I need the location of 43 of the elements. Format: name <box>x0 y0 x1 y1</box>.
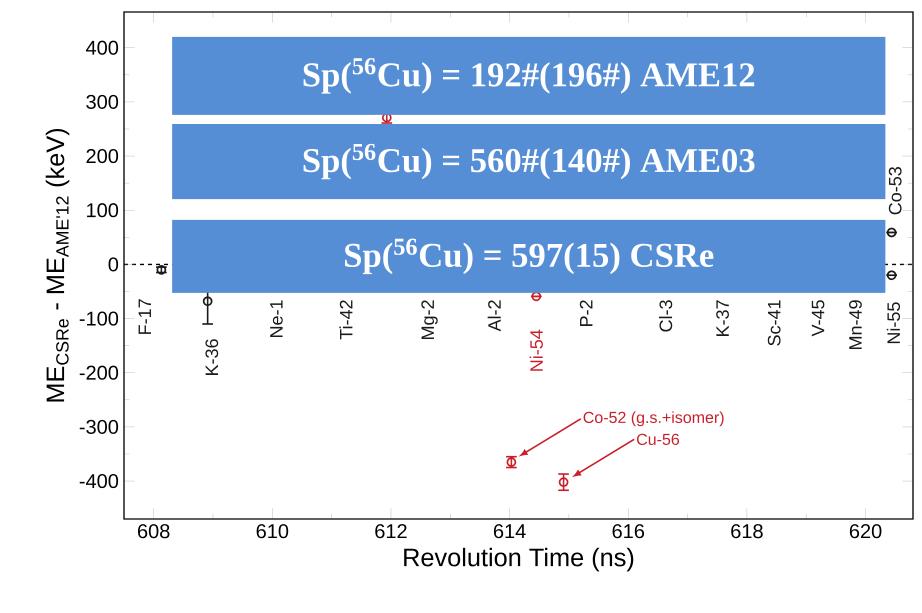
point <box>558 477 568 488</box>
y-tick-label: -100 <box>80 311 118 326</box>
annotation: Sp($^{56}$Cu) = 192#(196#) AME12 <box>304 58 754 94</box>
y-tick-label: 400 <box>86 40 118 55</box>
annotation: Cu-56 <box>636 434 680 446</box>
annotation: Ne-1 <box>270 300 283 337</box>
annotation: Sp($^{56}$Cu) = 560#(140#) AME03 <box>304 144 754 180</box>
point <box>886 228 897 238</box>
annotation: K-37 <box>716 300 729 336</box>
y-tick-label: 300 <box>86 94 118 109</box>
annotation: Ni-54 <box>530 330 543 371</box>
annotation: Ni-55 <box>886 302 900 344</box>
y-tick-label: 200 <box>86 148 118 164</box>
point <box>886 270 897 280</box>
x-tick-label: 610 <box>256 524 288 538</box>
annotation: K-36 <box>205 339 218 375</box>
x-tick-label: 608 <box>138 524 170 538</box>
y-tick-label: -200 <box>80 366 118 380</box>
y-tick-label: 100 <box>87 203 118 218</box>
point <box>202 296 213 306</box>
annotation: Mg-2 <box>421 300 438 339</box>
annotation: Mn-49 <box>849 300 862 349</box>
annotation: Sp($^{56}$Cu) = 597(15) CSRe <box>345 238 714 274</box>
annotation: Cl-3 <box>659 300 672 332</box>
x-tick-label: 620 <box>850 524 882 538</box>
annotation: Co-52 (g.s.+isomer) <box>584 411 724 426</box>
x-tick-label: 618 <box>731 524 763 538</box>
x-tick-label: 614 <box>494 524 526 538</box>
y-tick-label: 0 <box>108 257 118 272</box>
annotation: V-45 <box>812 300 824 336</box>
annotation: Al-2 <box>488 300 501 332</box>
annotation: Co-53 <box>888 167 902 214</box>
y-axis-title: ME$_{CSRe}$ - ME$_{AME'12}$ (keV) <box>46 128 70 402</box>
x-tick-label: 612 <box>375 524 407 538</box>
x-axis-title: Revolution Time (ns) <box>404 548 634 572</box>
annotation: F-17 <box>138 299 151 334</box>
annotation: Ti-42 <box>339 300 352 340</box>
x-tick-label: 616 <box>612 524 644 538</box>
point <box>531 291 542 302</box>
annotation: Sc-41 <box>768 300 781 346</box>
annotation: P-2 <box>580 300 592 326</box>
y-tick-label: -300 <box>80 420 118 434</box>
y-tick-label: -400 <box>80 474 118 488</box>
